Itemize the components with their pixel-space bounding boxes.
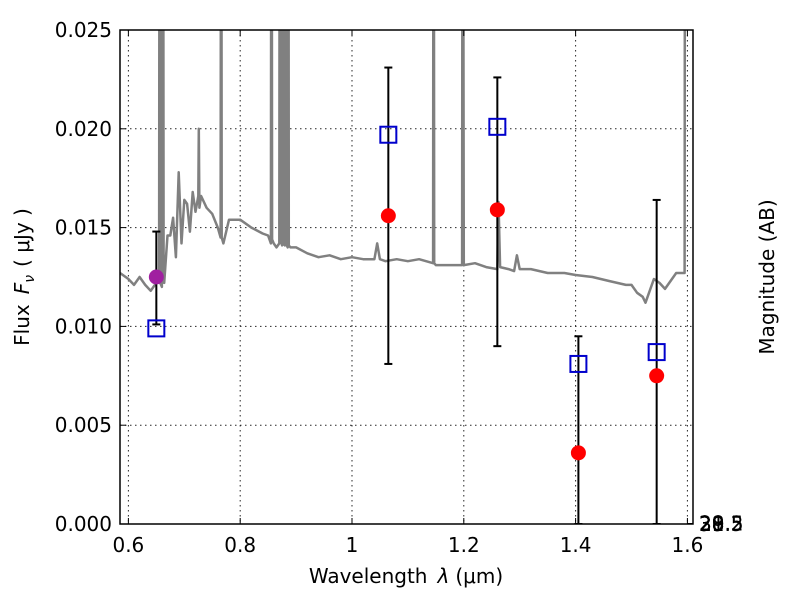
observed-flux-point	[489, 202, 505, 218]
mag-tick-label: 29	[699, 512, 724, 536]
y-tick-label: 0.000	[55, 512, 112, 536]
x-tick-label: 1	[346, 533, 359, 557]
y-tick-label: 0.020	[55, 117, 112, 141]
x-tick-label: 1.4	[560, 533, 592, 557]
x-tick-label: 0.8	[224, 533, 256, 557]
y-tick-label: 0.025	[55, 18, 112, 42]
model-band-square	[647, 343, 666, 362]
y2-axis-title: Magnitude (AB)	[755, 199, 779, 354]
observed-flux-point	[570, 445, 586, 461]
mag-tick-label: 28.2	[699, 512, 744, 536]
model-band-square	[147, 319, 166, 338]
y-axis-title: FluxFν( μJy )	[10, 208, 38, 346]
observed-flux-point	[649, 368, 665, 384]
mag-tick-label: 30	[699, 512, 724, 536]
mag-tick-label: 28.5	[699, 512, 744, 536]
model-sed-line	[120, 30, 687, 304]
observed-flux-point	[380, 208, 396, 224]
model-band-square	[379, 125, 398, 144]
axes: 0.6 0.8 1 1.2 1.4 1.6 0.000 0.005 0.010 0.015 0.02…	[55, 18, 744, 557]
x-axis-title: Wavelength λ (μm)	[309, 564, 503, 588]
observed-flux-point	[148, 269, 164, 285]
plot-frame	[119, 29, 694, 525]
plot-background	[120, 30, 693, 524]
y-tick-label: 0.005	[55, 413, 112, 437]
mag-tick-label: 28	[699, 512, 724, 536]
model-band-square	[569, 354, 588, 373]
x-tick-label: 1.6	[672, 533, 704, 557]
x-tick-label: 0.6	[112, 533, 144, 557]
x-tick-label: 1.2	[448, 533, 480, 557]
y-tick-label: 0.015	[55, 216, 112, 240]
y-tick-label: 0.010	[55, 314, 112, 338]
model-band-square	[488, 117, 507, 136]
mag-tick-label: 29.5	[699, 512, 744, 536]
plot-area	[120, 30, 687, 524]
mag-tick-label: 31	[699, 512, 724, 536]
